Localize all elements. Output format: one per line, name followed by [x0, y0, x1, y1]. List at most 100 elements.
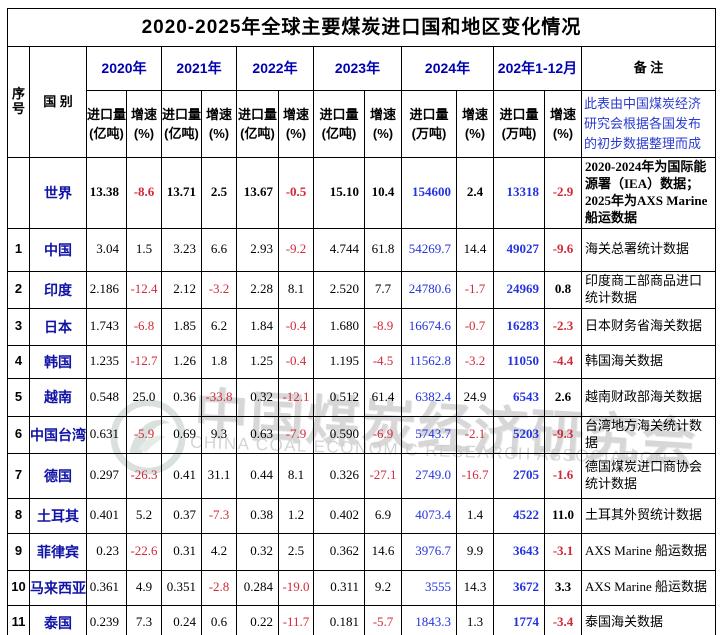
table-row: 6 中国台湾 0.631 -5.9 0.69 9.3 0.63 -7.9 0.590 -6.9 57…	[7, 415, 717, 454]
country-cell: 韩国	[29, 344, 87, 379]
growth-cell: -26.3	[126, 452, 162, 499]
import-cell: 0.32	[236, 377, 279, 417]
header-growth-2025: 增速 (%)	[544, 90, 582, 158]
seq-cell: 3	[7, 307, 30, 346]
header-year-2025: 202年1-12月	[493, 46, 582, 91]
year-header-row: 序号 国 别 2020年 2021年 2022年 2023年 2024年 202…	[7, 46, 717, 158]
import-cell: 1.25	[236, 344, 279, 379]
import-cell: 0.362	[313, 532, 365, 571]
import-cell: 0.402	[313, 497, 365, 534]
growth-cell: -3.2	[456, 344, 494, 379]
import-cell: 0.32	[236, 532, 279, 571]
header-import-2024: 进口量 (万吨)	[401, 90, 457, 158]
header-growth-2020: 增速 (%)	[126, 90, 162, 158]
import-cell: 3.23	[161, 227, 202, 272]
remark-cell: 2020-2024年为国际能源署（IEA）数据；2025年为AXS Marine…	[580, 157, 717, 229]
seq-cell: 1	[7, 227, 30, 272]
growth-cell: 2.6	[544, 377, 582, 417]
import-cell: 24969	[493, 270, 545, 309]
table-row: 9 菲律宾 0.23 -22.6 0.31 4.2 0.32 2.5 0.362 14.6 3976…	[7, 532, 717, 571]
remark-cell: 韩国海关数据	[580, 344, 717, 379]
growth-cell: -9.6	[544, 227, 582, 272]
remark-cell: 土耳其外贸统计数据	[580, 497, 717, 534]
growth-cell: -3.2	[201, 270, 237, 309]
import-cell: 1843.3	[401, 604, 457, 635]
remark-cell: 德国煤炭进口商协会统计数据	[580, 452, 717, 499]
import-cell: 2.12	[161, 270, 202, 309]
growth-cell: -7.9	[278, 415, 314, 454]
growth-cell: -9.3	[544, 415, 582, 454]
growth-cell: -0.4	[278, 344, 314, 379]
header-year-2021: 2021年	[161, 46, 237, 91]
coal-import-table: 2020-2025年全球主要煤炭进口国和地区变化情况 序号 国 别 2020年 …	[6, 8, 717, 635]
import-cell: 1.235	[86, 344, 127, 379]
country-cell: 中国	[29, 227, 87, 272]
growth-cell: -16.7	[456, 452, 494, 499]
import-cell: 49027	[493, 227, 545, 272]
country-cell: 印度	[29, 270, 87, 309]
import-cell: 0.36	[161, 377, 202, 417]
import-cell: 0.181	[313, 604, 365, 635]
growth-cell: 24.9	[456, 377, 494, 417]
growth-cell: 3.3	[544, 569, 582, 606]
seq-cell: 8	[7, 497, 30, 534]
growth-cell: -4.4	[544, 344, 582, 379]
growth-cell: -22.6	[126, 532, 162, 571]
import-cell: 4522	[493, 497, 545, 534]
import-cell: 54269.7	[401, 227, 457, 272]
growth-cell: -5.9	[126, 415, 162, 454]
import-cell: 16674.6	[401, 307, 457, 346]
table-row: 2 印度 2.186 -12.4 2.12 -3.2 2.28 8.1 2.520 7.7 2478…	[7, 270, 717, 309]
growth-cell: -2.8	[201, 569, 237, 606]
import-cell: 4.744	[313, 227, 365, 272]
import-cell: 0.44	[236, 452, 279, 499]
growth-cell: -6.9	[364, 415, 402, 454]
import-cell: 0.512	[313, 377, 365, 417]
growth-cell: 6.9	[364, 497, 402, 534]
header-year-2023: 2023年	[313, 46, 402, 91]
import-cell: 3976.7	[401, 532, 457, 571]
growth-cell: 7.3	[126, 604, 162, 635]
import-cell: 16283	[493, 307, 545, 346]
table-title: 2020-2025年全球主要煤炭进口国和地区变化情况	[6, 8, 717, 47]
import-cell: 2.186	[86, 270, 127, 309]
import-cell: 1.84	[236, 307, 279, 346]
import-cell: 0.38	[236, 497, 279, 534]
header-import-2020: 进口量 (亿吨)	[86, 90, 127, 158]
growth-cell: -12.4	[126, 270, 162, 309]
growth-cell: -9.2	[278, 227, 314, 272]
header-growth-2021: 增速 (%)	[201, 90, 237, 158]
growth-cell: 9.3	[201, 415, 237, 454]
seq-cell: 9	[7, 532, 30, 571]
import-cell: 0.239	[86, 604, 127, 635]
growth-cell: 14.6	[364, 532, 402, 571]
table-row: 4 韩国 1.235 -12.7 1.26 1.8 1.25 -0.4 1.195 -4.5 115…	[7, 344, 717, 379]
growth-cell: -2.9	[544, 157, 582, 229]
growth-cell: -7.3	[201, 497, 237, 534]
import-cell: 3672	[493, 569, 545, 606]
import-cell: 0.31	[161, 532, 202, 571]
growth-cell: 5.2	[126, 497, 162, 534]
header-year-2024: 2024年	[401, 46, 494, 91]
table-row: 世界 13.38 -8.6 13.71 2.5 13.67 -0.5 15.10 10.4 154…	[7, 157, 717, 229]
import-cell: 0.23	[86, 532, 127, 571]
header-import-2022: 进口量 (亿吨)	[236, 90, 279, 158]
country-cell: 越南	[29, 377, 87, 417]
growth-cell: -3.4	[544, 604, 582, 635]
remark-cell: 印度商工部商品进口统计数据	[580, 270, 717, 309]
country-cell: 土耳其	[29, 497, 87, 534]
remark-cell: 泰国海关数据	[580, 604, 717, 635]
growth-cell: 2.5	[201, 157, 237, 229]
import-cell: 1.743	[86, 307, 127, 346]
growth-cell: 10.4	[364, 157, 402, 229]
country-cell: 菲律宾	[29, 532, 87, 571]
growth-cell: 14.4	[456, 227, 494, 272]
import-cell: 6543	[493, 377, 545, 417]
import-cell: 2705	[493, 452, 545, 499]
growth-cell: -1.7	[456, 270, 494, 309]
growth-cell: 9.9	[456, 532, 494, 571]
header-growth-2024: 增速 (%)	[456, 90, 494, 158]
import-cell: 1.85	[161, 307, 202, 346]
growth-cell: -4.5	[364, 344, 402, 379]
growth-cell: 1.4	[456, 497, 494, 534]
